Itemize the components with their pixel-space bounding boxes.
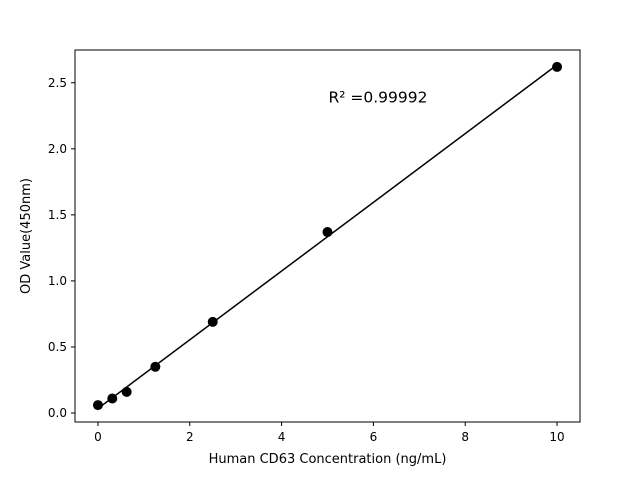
r-squared-annotation: R² =0.99992 [329,89,428,107]
data-point [150,361,161,372]
data-point [322,227,333,238]
y-axis-label: OD Value(450nm) [19,178,34,294]
x-axis-tick-label: 10 [549,430,564,444]
y-axis-tick-label: 1.0 [48,274,67,288]
x-axis-tick-label: 6 [370,430,378,444]
y-axis-tick-label: 1.5 [48,208,67,222]
x-axis-tick-label: 2 [186,430,194,444]
y-axis-tick-label: 2.0 [48,142,67,156]
x-axis-tick-label: 8 [461,430,469,444]
x-axis-label: Human CD63 Concentration (ng/mL) [209,452,447,467]
data-point [121,386,132,397]
data-point [552,61,563,72]
y-axis-tick-label: 2.5 [48,76,67,90]
x-axis-tick-label: 4 [278,430,286,444]
x-axis-tick-label: 0 [94,430,102,444]
y-axis-tick-label: 0.0 [48,406,67,420]
y-axis-tick-label: 0.5 [48,340,67,354]
data-point [207,316,218,327]
data-point [107,393,118,404]
data-point [92,400,103,411]
